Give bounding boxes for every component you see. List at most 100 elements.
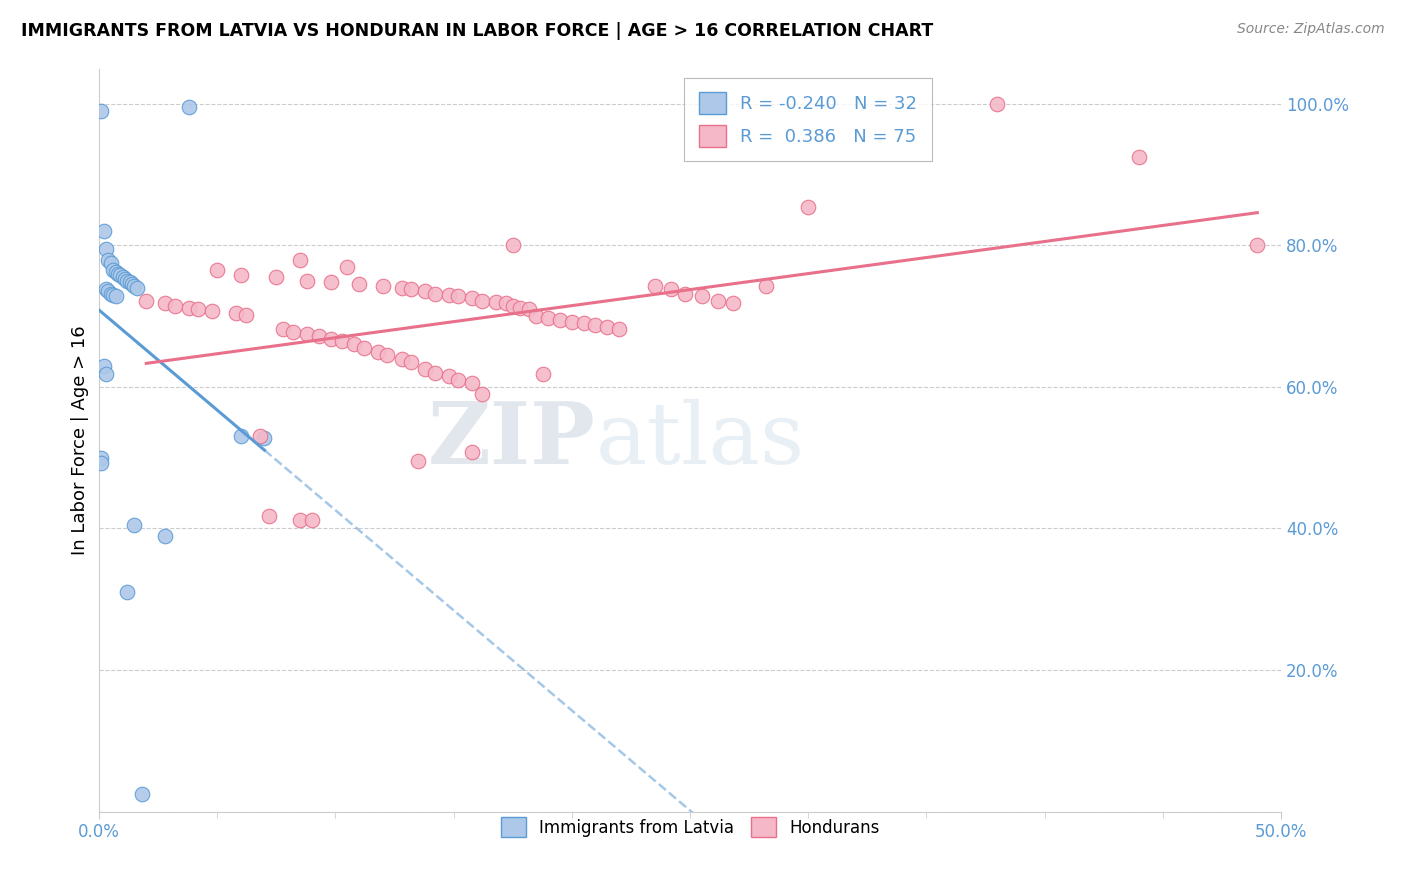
Point xyxy=(347,277,370,292)
Point xyxy=(353,341,375,355)
Point xyxy=(509,301,531,315)
Point xyxy=(135,293,157,308)
Point xyxy=(596,319,619,334)
Point xyxy=(153,296,176,310)
Point xyxy=(707,293,730,308)
Point xyxy=(495,296,517,310)
Point xyxy=(177,100,200,114)
Point xyxy=(447,289,470,303)
Point xyxy=(117,585,139,599)
Point xyxy=(131,787,153,801)
Point xyxy=(502,299,524,313)
Point xyxy=(461,445,484,459)
Point xyxy=(377,348,399,362)
Point xyxy=(797,200,820,214)
Point xyxy=(531,368,554,382)
Point xyxy=(406,454,429,468)
Point xyxy=(101,263,124,277)
Point xyxy=(447,373,470,387)
Point xyxy=(187,302,209,317)
Point xyxy=(97,285,120,299)
Point xyxy=(104,265,127,279)
Point xyxy=(548,312,571,326)
Text: atlas: atlas xyxy=(595,399,804,482)
Point xyxy=(413,285,436,299)
Point xyxy=(118,275,141,289)
Point xyxy=(273,322,295,336)
Point xyxy=(93,359,115,373)
Point xyxy=(336,260,359,274)
Y-axis label: In Labor Force | Age > 16: In Labor Force | Age > 16 xyxy=(72,326,89,555)
Point xyxy=(1246,238,1268,252)
Text: Source: ZipAtlas.com: Source: ZipAtlas.com xyxy=(1237,22,1385,37)
Point xyxy=(94,242,117,256)
Point xyxy=(583,318,606,332)
Point xyxy=(104,289,127,303)
Point xyxy=(607,322,630,336)
Point xyxy=(437,369,460,384)
Point xyxy=(308,329,330,343)
Point xyxy=(257,508,280,523)
Point xyxy=(721,296,744,310)
Point xyxy=(117,274,139,288)
Point xyxy=(110,268,132,282)
Point xyxy=(124,279,146,293)
Point xyxy=(121,277,143,292)
Point xyxy=(423,366,446,380)
Point xyxy=(100,256,122,270)
Point xyxy=(644,279,666,293)
Point xyxy=(461,376,484,391)
Point xyxy=(288,513,311,527)
Point xyxy=(517,302,540,317)
Point xyxy=(367,344,389,359)
Point xyxy=(301,513,323,527)
Point xyxy=(201,303,224,318)
Point xyxy=(90,103,112,118)
Point xyxy=(1128,150,1150,164)
Point xyxy=(485,295,508,310)
Point xyxy=(319,332,342,346)
Point xyxy=(229,268,252,282)
Point xyxy=(111,270,134,285)
Point xyxy=(249,429,271,443)
Point xyxy=(114,272,136,286)
Point xyxy=(561,315,583,329)
Point xyxy=(502,238,524,252)
Point xyxy=(690,289,713,303)
Point xyxy=(295,326,318,341)
Point xyxy=(253,431,276,445)
Point xyxy=(124,517,146,532)
Text: ZIP: ZIP xyxy=(427,398,595,482)
Point xyxy=(399,355,422,369)
Point xyxy=(266,270,288,285)
Point xyxy=(177,301,200,315)
Point xyxy=(673,286,696,301)
Point xyxy=(229,429,252,443)
Point xyxy=(93,224,115,238)
Point xyxy=(471,387,494,401)
Point xyxy=(205,263,228,277)
Point xyxy=(332,334,354,348)
Point xyxy=(101,288,124,302)
Point xyxy=(524,309,547,323)
Point xyxy=(399,282,422,296)
Point xyxy=(343,337,366,351)
Point xyxy=(100,286,122,301)
Point xyxy=(125,281,148,295)
Point xyxy=(94,282,117,296)
Point xyxy=(295,274,318,288)
Point xyxy=(153,528,176,542)
Point xyxy=(90,456,112,470)
Point xyxy=(391,281,413,295)
Legend: Immigrants from Latvia, Hondurans: Immigrants from Latvia, Hondurans xyxy=(494,810,886,844)
Point xyxy=(755,279,778,293)
Point xyxy=(537,310,560,325)
Point xyxy=(94,368,117,382)
Point xyxy=(319,275,342,289)
Point xyxy=(235,308,257,322)
Point xyxy=(572,316,595,330)
Point xyxy=(986,96,1008,111)
Point xyxy=(225,306,247,320)
Point xyxy=(281,325,304,339)
Point xyxy=(90,450,112,465)
